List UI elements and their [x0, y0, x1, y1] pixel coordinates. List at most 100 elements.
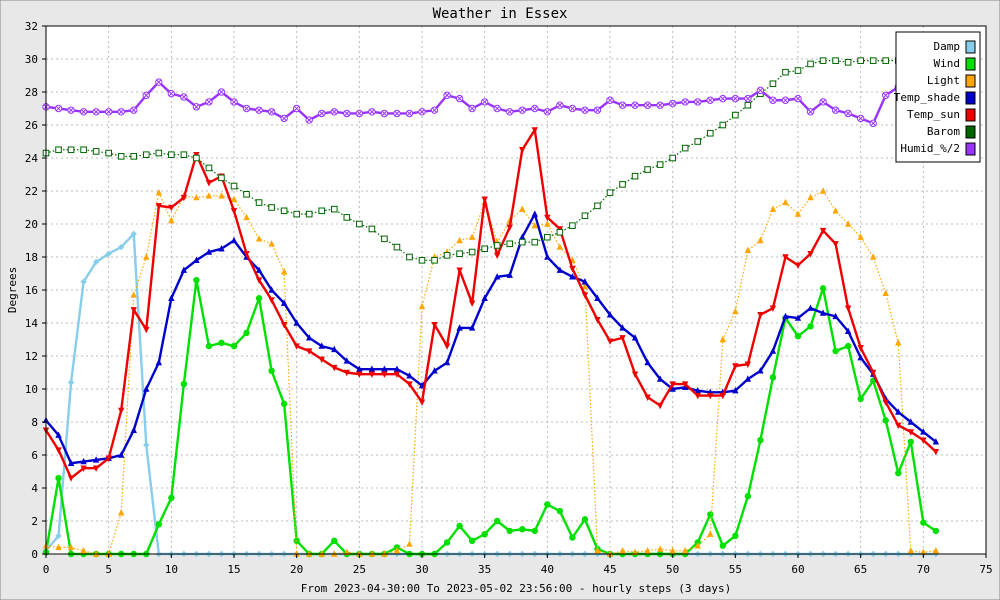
data-point-temp-sun — [368, 371, 376, 378]
data-point-temp-sun — [744, 361, 752, 368]
data-point-temp-sun — [381, 371, 388, 378]
data-point-humid-2 — [543, 108, 552, 116]
data-point-light — [343, 548, 350, 556]
series-line-wind — [44, 278, 937, 556]
data-point-temp-shade — [844, 327, 852, 334]
data-point-temp-sun — [318, 356, 325, 363]
legend-swatch-light — [965, 74, 976, 88]
data-point-temp-shade — [218, 245, 225, 252]
data-point-light — [243, 213, 250, 221]
data-point-humid-2-stroke — [256, 107, 262, 113]
data-point-humid-2-stroke — [218, 89, 225, 95]
data-point-temp-sun — [230, 208, 238, 215]
data-point-wind — [243, 329, 250, 337]
data-point-humid-2-stroke — [143, 92, 149, 98]
data-point-wind — [506, 527, 513, 535]
data-point-light — [544, 220, 551, 227]
data-point-humid-2-stroke — [243, 105, 250, 112]
data-point-humid-2-stroke — [845, 110, 851, 117]
data-point-light — [418, 302, 426, 310]
data-point-temp-shade — [769, 347, 777, 354]
data-point-damp — [143, 441, 150, 449]
data-point-wind — [932, 527, 940, 535]
data-point-humid-2 — [443, 91, 451, 100]
y-tick-label: 14 — [25, 317, 39, 330]
data-point-temp-shade — [343, 357, 350, 364]
data-point-humid-2 — [318, 109, 326, 118]
data-point-humid-2-stroke — [557, 102, 563, 108]
data-point-damp — [80, 278, 87, 285]
data-point-barom — [656, 161, 664, 168]
data-point-temp-sun — [769, 305, 777, 312]
legend-swatch-damp — [965, 40, 976, 54]
data-point-damp — [55, 532, 62, 540]
data-point-humid-2 — [54, 104, 63, 113]
data-point-light — [531, 221, 538, 229]
data-point-light — [920, 548, 927, 556]
data-point-temp-shade — [857, 353, 864, 361]
data-point-wind — [819, 285, 827, 292]
data-point-humid-2 — [769, 96, 777, 104]
data-point-humid-2 — [205, 98, 213, 106]
data-point-humid-2-stroke — [619, 102, 626, 108]
data-point-wind — [857, 395, 864, 403]
data-point-light — [594, 547, 601, 554]
data-point-wind — [443, 539, 451, 546]
data-point-wind — [732, 532, 739, 540]
data-point-humid-2-stroke — [269, 109, 275, 115]
data-point-humid-2-stroke — [770, 97, 776, 103]
data-point-barom — [443, 252, 451, 259]
data-point-humid-2-stroke — [106, 109, 112, 115]
data-point-light — [556, 243, 564, 250]
data-point-temp-sun — [870, 369, 877, 377]
data-point-wind — [920, 519, 927, 526]
data-point-humid-2 — [67, 106, 75, 114]
data-point-wind — [168, 494, 175, 502]
data-point-light — [656, 545, 664, 552]
data-point-temp-shade — [506, 271, 513, 278]
data-point-humid-2 — [79, 108, 88, 116]
data-point-humid-2 — [806, 108, 815, 116]
data-point-temp-shade — [519, 233, 526, 240]
data-point-temp-sun — [356, 371, 363, 378]
data-point-humid-2-stroke — [695, 99, 701, 105]
data-point-humid-2 — [618, 101, 627, 109]
data-point-temp-sun — [406, 381, 413, 388]
data-point-wind — [193, 276, 200, 284]
data-point-light — [694, 542, 701, 549]
data-point-light — [644, 547, 651, 554]
series-line-barom — [45, 60, 936, 261]
data-point-temp-sun — [306, 348, 313, 355]
data-point-barom — [393, 243, 401, 251]
data-point-barom — [594, 202, 601, 210]
data-point-humid-2-stroke — [807, 109, 814, 115]
data-point-humid-2-stroke — [306, 117, 312, 123]
y-tick-label: 30 — [25, 53, 38, 66]
data-point-humid-2 — [155, 78, 163, 86]
data-point-humid-2-stroke — [93, 109, 99, 115]
data-point-barom — [117, 153, 125, 160]
data-point-humid-2 — [217, 88, 226, 96]
data-point-humid-2-stroke — [607, 97, 613, 103]
y-tick-label: 0 — [31, 548, 38, 561]
data-point-temp-shade — [381, 365, 388, 372]
y-tick-label: 24 — [25, 152, 39, 165]
data-point-temp-shade — [368, 365, 376, 372]
data-point-barom — [518, 238, 526, 246]
data-point-humid-2-stroke — [457, 96, 463, 102]
data-point-barom — [694, 138, 702, 145]
data-point-humid-2 — [844, 109, 852, 118]
data-point-temp-sun — [682, 381, 689, 388]
data-point-temp-sun — [180, 194, 188, 202]
data-point-wind — [456, 522, 463, 530]
series-humid-2 — [42, 78, 940, 128]
legend-label-temp-shade: Temp_shade — [894, 91, 960, 104]
data-point-humid-2-stroke — [394, 110, 400, 117]
x-tick-label: 0 — [43, 563, 50, 576]
x-tick-label: 40 — [541, 563, 554, 576]
data-point-temp-shade — [732, 386, 739, 394]
data-point-temp-shade — [907, 418, 914, 425]
data-point-temp-sun — [168, 204, 175, 212]
data-point-wind — [844, 342, 852, 350]
